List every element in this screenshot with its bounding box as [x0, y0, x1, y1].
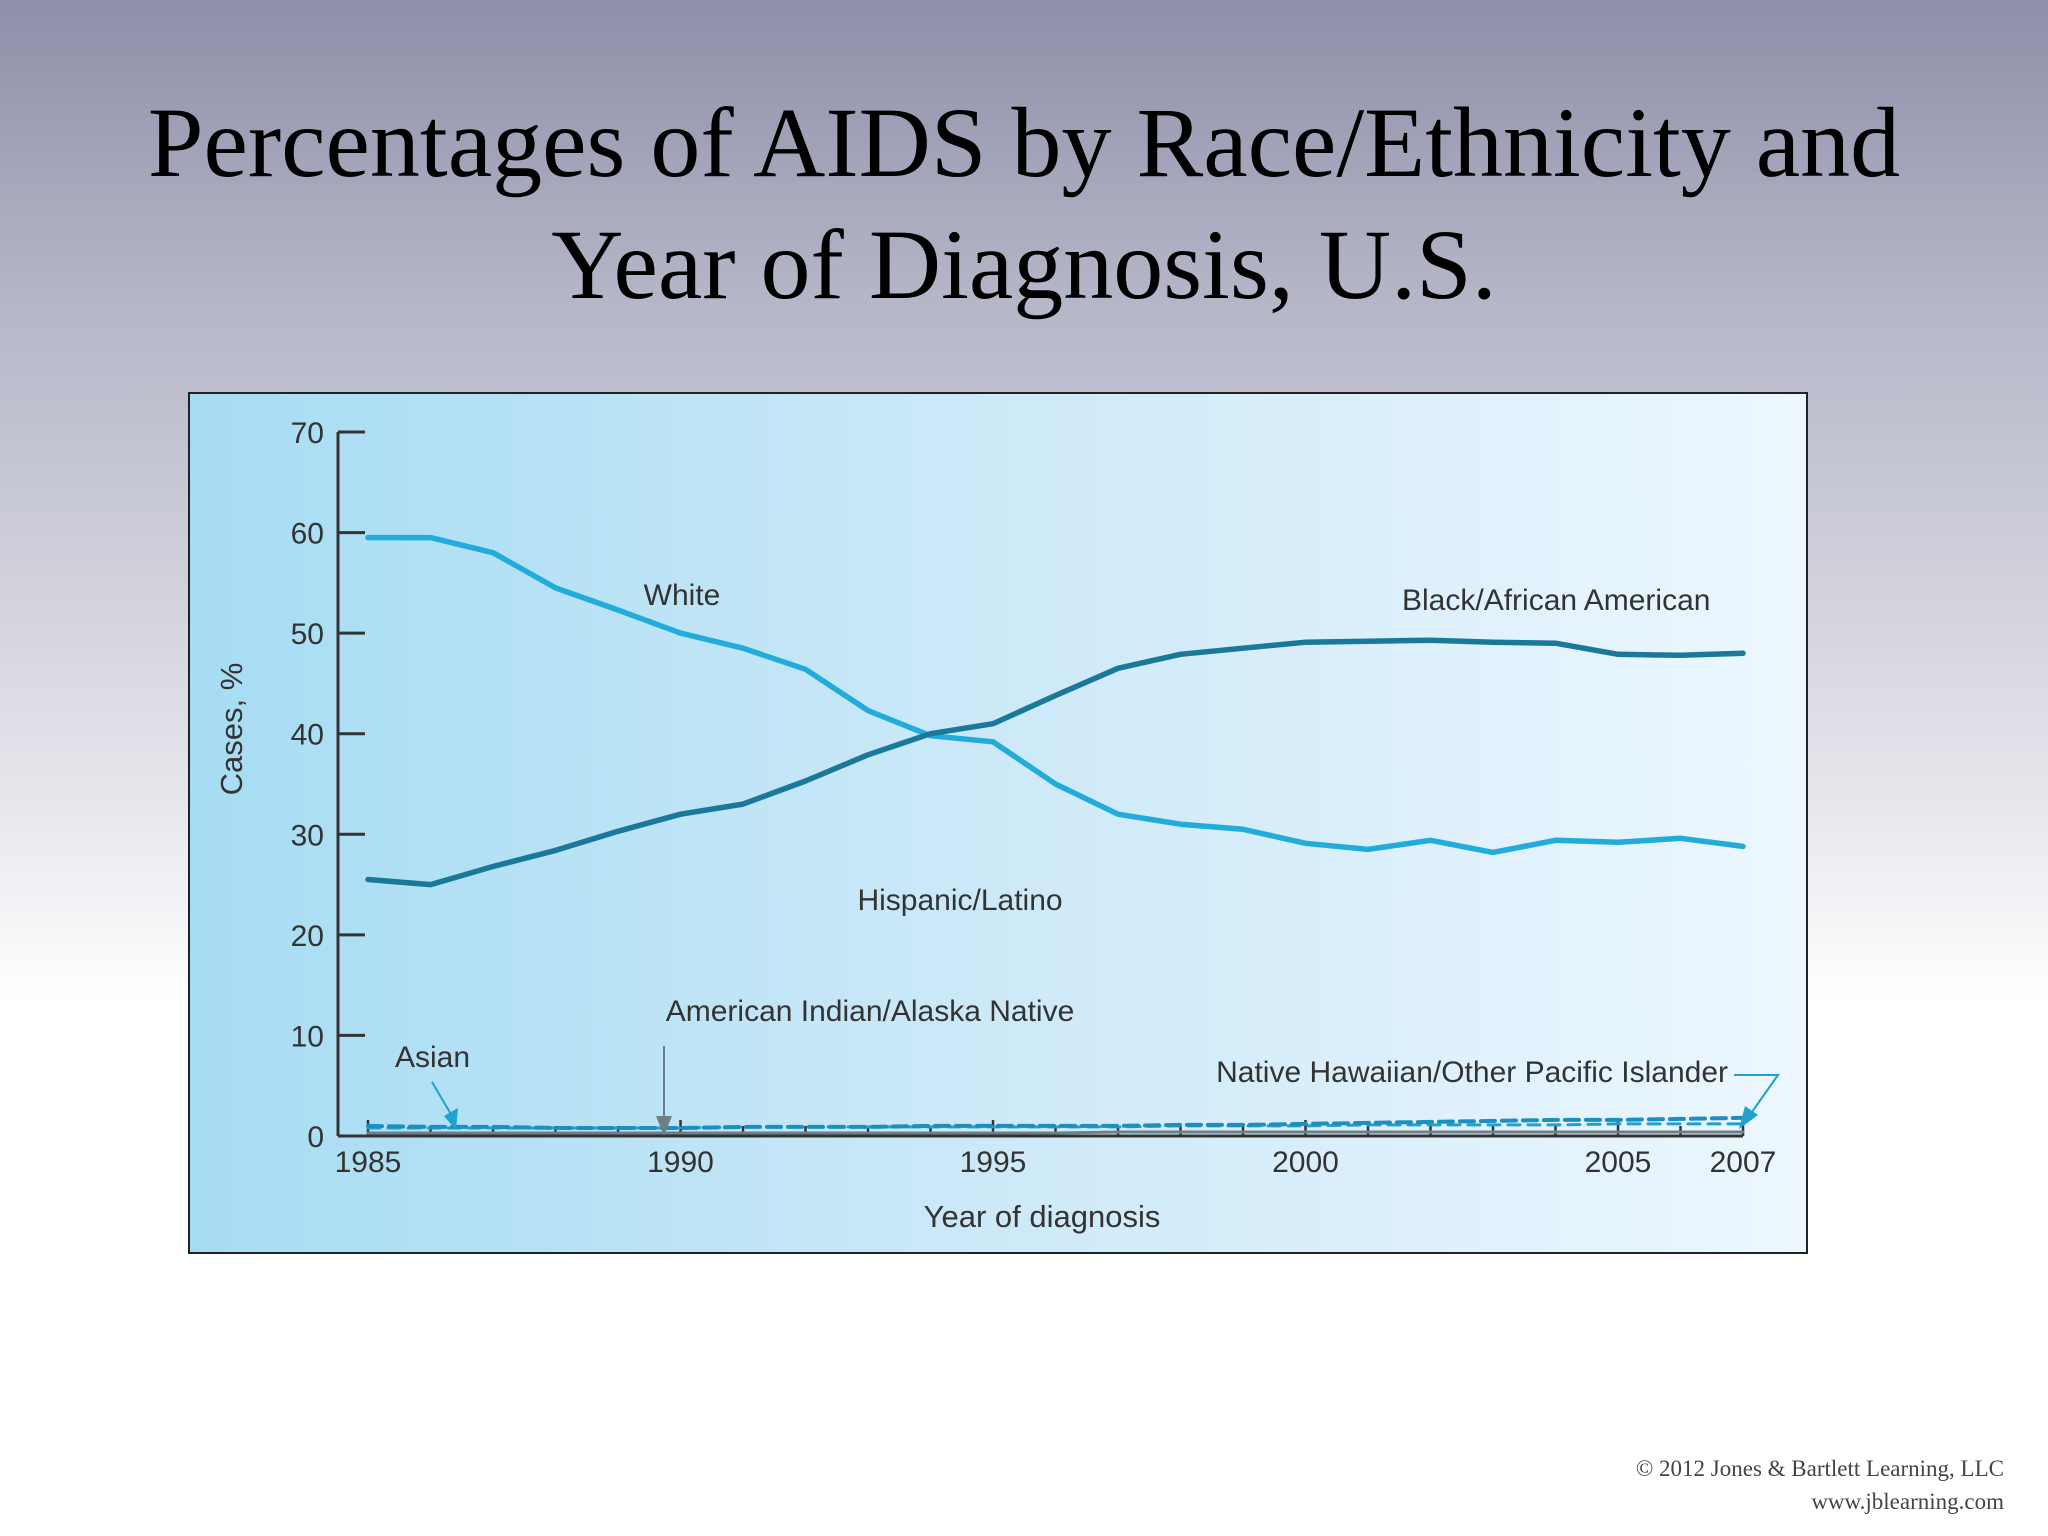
y-tick-label: 40 — [291, 719, 324, 752]
series-label-black: Black/African American — [1402, 584, 1710, 617]
asian-pointer-arrow — [431, 1081, 458, 1130]
y-tick-label: 30 — [291, 819, 324, 852]
y-tick-label: 0 — [307, 1121, 324, 1154]
copyright-line-1: © 2012 Jones & Bartlett Learning, LLC — [1635, 1456, 2004, 1481]
slide-title: Percentages of AIDS by Race/Ethnicity an… — [0, 82, 2048, 326]
x-tick-label: 2005 — [1585, 1146, 1652, 1179]
copyright-url: www.jblearning.com — [1811, 1489, 2004, 1514]
slide-title-line-2: Year of Diagnosis, U.S. — [551, 209, 1497, 320]
y-tick-label: 60 — [291, 518, 324, 551]
x-axis-title: Year of diagnosis — [924, 1199, 1161, 1234]
slide-title-line-1: Percentages of AIDS by Race/Ethnicity an… — [147, 87, 1901, 198]
axes: 0 10 20 30 40 50 60 70 1985 1990 1995 2000 2005 2007 — [291, 417, 1777, 1179]
series-layer — [365, 534, 1746, 1135]
series-line-black — [365, 637, 1746, 888]
series-line-aian — [366, 1130, 1745, 1135]
labels-layer: White Black/African American Hispanic/Lati… — [395, 579, 1780, 1136]
y-tick-label: 50 — [291, 618, 324, 651]
y-tick-label: 10 — [291, 1020, 324, 1053]
series-label-aian: American Indian/Alaska Native — [666, 995, 1075, 1028]
series-label-white: White — [644, 579, 721, 612]
x-tick-label: 1995 — [960, 1146, 1027, 1179]
series-label-asian: Asian — [395, 1041, 470, 1074]
chart-frame: 0 10 20 30 40 50 60 70 1985 1990 1995 2000 2005 2007 … — [188, 392, 1808, 1254]
series-line-nhopi — [366, 1115, 1745, 1130]
nhopi-pointer-arrow — [1734, 1074, 1780, 1129]
series-line-white — [365, 534, 1746, 856]
x-tick-label: 2000 — [1272, 1146, 1339, 1179]
y-tick-label: 20 — [291, 920, 324, 953]
aian-pointer-arrow — [656, 1046, 672, 1136]
y-axis-title: Cases, % — [214, 663, 249, 796]
x-tick-label: 1985 — [335, 1146, 402, 1179]
x-tick-label: 2007 — [1710, 1146, 1777, 1179]
series-label-nhopi: Native Hawaiian/Other Pacific Islander — [1216, 1056, 1728, 1089]
x-tick-label: 1990 — [647, 1146, 714, 1179]
series-label-hispanic: Hispanic/Latino — [857, 884, 1062, 917]
copyright-notice: © 2012 Jones & Bartlett Learning, LLC ww… — [1636, 1452, 2004, 1518]
y-tick-label: 70 — [291, 417, 324, 450]
